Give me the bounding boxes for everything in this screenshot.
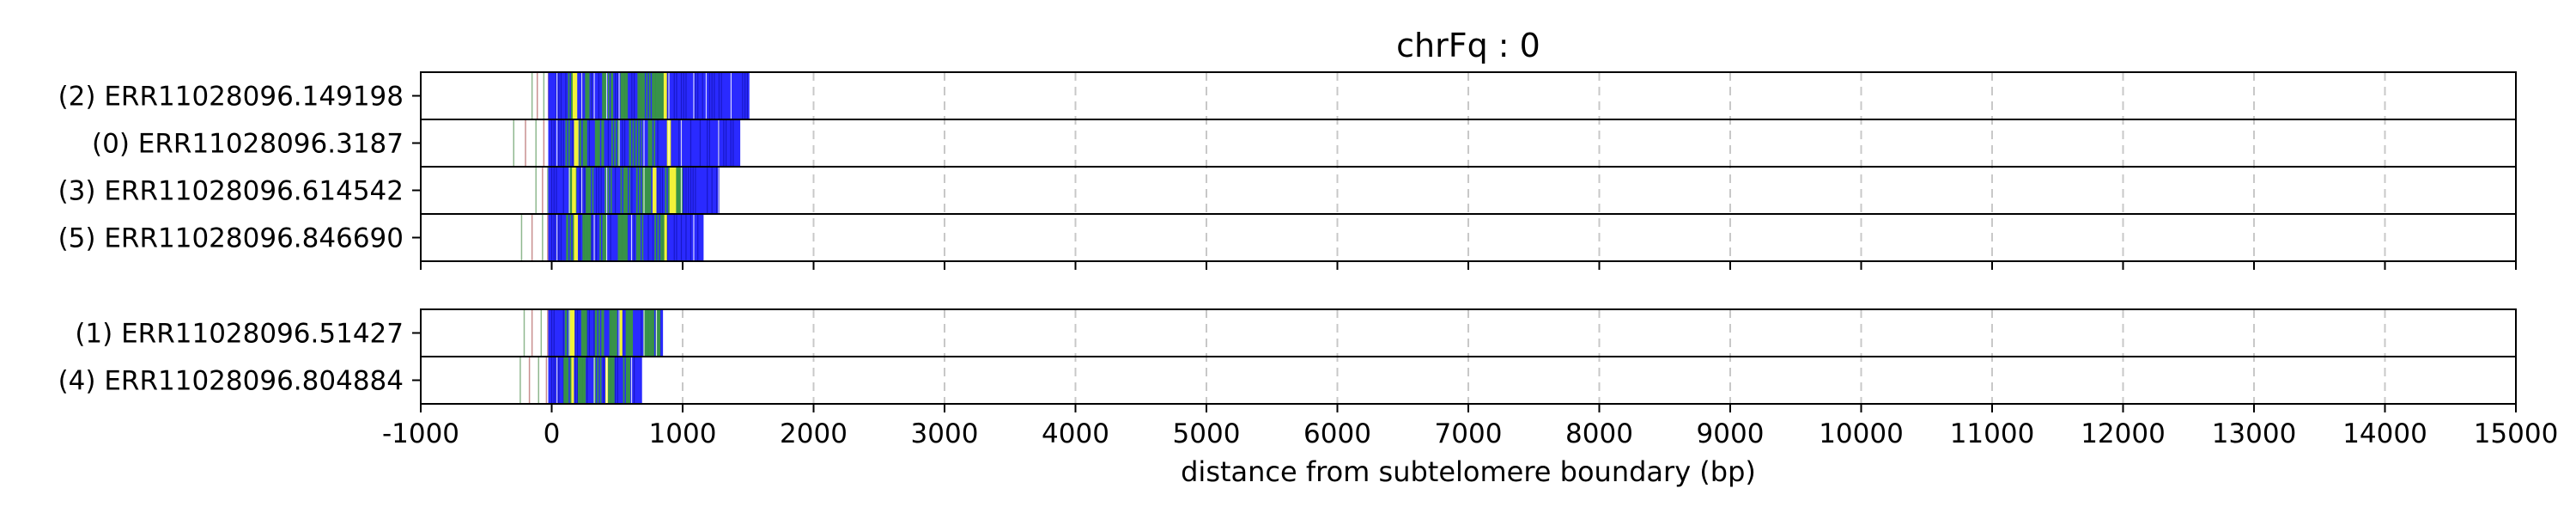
- read-green-segment: [611, 120, 620, 166]
- read-green-segment: [593, 357, 602, 403]
- read-track: [520, 215, 704, 260]
- axis-layer: (2) ERR11028096.149198 (0) ERR11028096.31…: [58, 82, 2559, 450]
- read-green-segment: [580, 310, 587, 356]
- read-green-segment: [567, 73, 577, 119]
- read-green-segment: [635, 215, 644, 260]
- read-green-segment: [608, 357, 615, 403]
- x-tick-label: 7000: [1435, 418, 1503, 449]
- read-green-segment: [586, 168, 594, 213]
- read-green-segment: [604, 168, 612, 213]
- read-yellow-segment: [569, 310, 575, 356]
- read-yellow-segment: [669, 168, 677, 213]
- x-tick-label: -1000: [382, 418, 459, 449]
- x-tick-label: 12000: [2081, 418, 2166, 449]
- read-green-segment: [647, 120, 657, 166]
- chart-title: chrFq : 0: [1396, 27, 1540, 64]
- read-yellow-segment: [619, 310, 623, 356]
- read-track: [523, 310, 664, 356]
- read-green-segment: [579, 120, 589, 166]
- read-yellow-segment: [572, 168, 576, 213]
- read-track: [513, 120, 741, 166]
- read-green-segment: [564, 310, 573, 356]
- read-yellow-segment: [574, 215, 578, 260]
- read-label: (0) ERR11028096.3187: [92, 129, 404, 160]
- read-green-segment: [622, 357, 630, 403]
- read-label: (4) ERR11028096.804884: [58, 366, 404, 397]
- reads-layer: [513, 73, 750, 403]
- read-yellow-segment: [663, 73, 667, 119]
- read-yellow-segment: [652, 168, 657, 213]
- x-tick-label: 0: [544, 418, 561, 449]
- x-tick-label: 13000: [2212, 418, 2297, 449]
- x-tick-label: 10000: [1819, 418, 1904, 449]
- read-yellow-segment: [664, 215, 667, 260]
- read-green-segment: [594, 310, 605, 356]
- read-green-segment: [578, 357, 586, 403]
- read-green-segment: [563, 357, 572, 403]
- x-tick-label: 4000: [1042, 418, 1109, 449]
- read-green-segment: [584, 73, 592, 119]
- read-label: (2) ERR11028096.149198: [58, 82, 404, 113]
- read-track: [519, 357, 642, 403]
- x-tick-label: 1000: [649, 418, 717, 449]
- read-label: (1) ERR11028096.51427: [75, 319, 404, 350]
- read-yellow-segment: [574, 120, 579, 166]
- x-tick-label: 14000: [2342, 418, 2427, 449]
- read-green-segment: [609, 310, 617, 356]
- x-tick-label: 5000: [1173, 418, 1241, 449]
- read-green-segment: [617, 215, 628, 260]
- read-green-segment: [581, 215, 592, 260]
- x-tick-label: 6000: [1303, 418, 1371, 449]
- read-green-segment: [619, 73, 629, 119]
- x-tick-label: 8000: [1565, 418, 1633, 449]
- read-green-segment: [594, 120, 605, 166]
- x-tick-label: 11000: [1950, 418, 2035, 449]
- x-axis-label: distance from subtelomere boundary (bp): [1181, 455, 1756, 488]
- read-green-segment: [624, 310, 634, 356]
- x-tick-label: 2000: [780, 418, 848, 449]
- read-green-segment: [636, 73, 665, 119]
- x-tick-label: 3000: [911, 418, 979, 449]
- read-green-segment: [566, 215, 574, 260]
- read-green-segment: [598, 215, 607, 260]
- read-yellow-segment: [572, 73, 578, 119]
- read-yellow-segment: [571, 357, 574, 403]
- x-tick-label: 9000: [1697, 418, 1765, 449]
- read-track: [531, 73, 750, 119]
- read-green-segment: [643, 310, 661, 356]
- read-label: (5) ERR11028096.846690: [58, 223, 404, 254]
- read-green-segment: [635, 168, 652, 213]
- read-label: (3) ERR11028096.614542: [58, 176, 404, 207]
- x-tick-label: 15000: [2474, 418, 2559, 449]
- read-track: [535, 168, 720, 213]
